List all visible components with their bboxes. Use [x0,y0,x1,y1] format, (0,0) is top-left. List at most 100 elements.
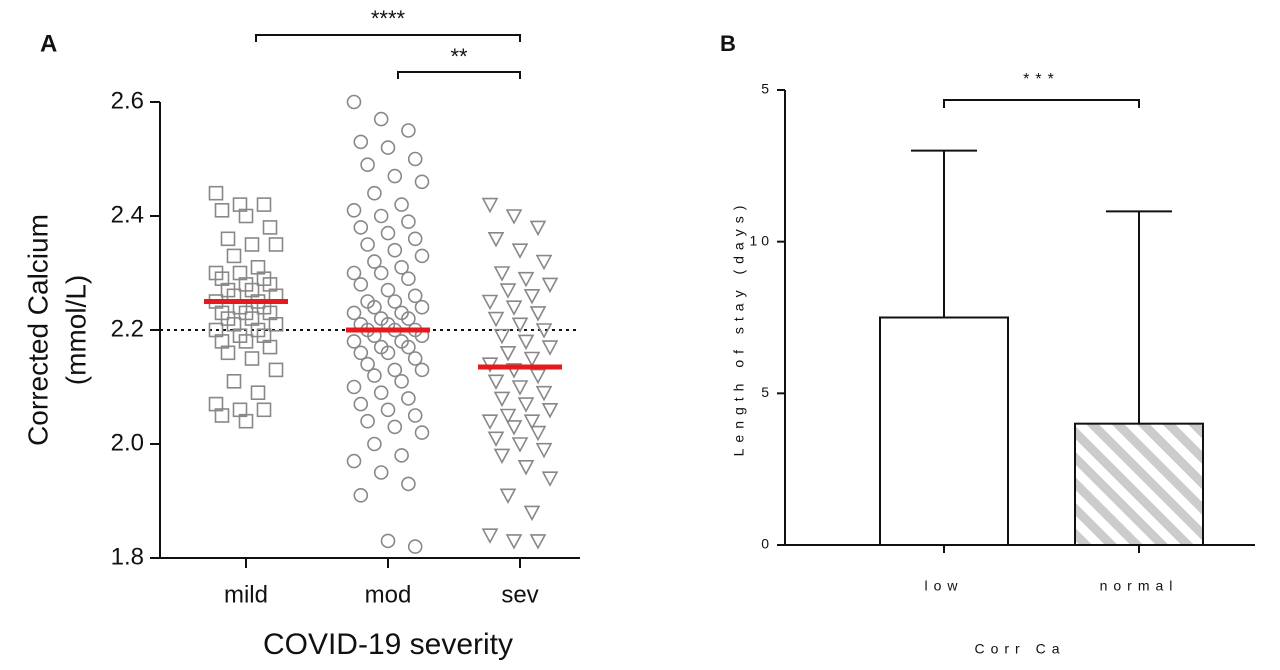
point [499,346,517,362]
point [529,368,547,385]
point [401,123,416,138]
y-tick-label: 1 0 [750,232,770,248]
point [346,203,362,218]
point [517,397,535,413]
point [268,237,284,252]
point [367,436,382,452]
point [511,437,529,453]
point [523,414,541,430]
point [360,157,375,172]
point [360,356,375,372]
point [360,237,375,252]
point [367,185,382,201]
x-tick-label: normal [1100,578,1179,594]
point [353,396,369,412]
point [220,231,236,247]
point [387,294,403,309]
significance-bracket [943,99,1140,108]
point [346,334,362,349]
point [262,220,278,235]
point [353,487,369,503]
point [414,299,430,315]
point [523,289,541,305]
significance-label: **** [371,6,406,31]
point [387,242,403,258]
point [481,197,499,214]
point [367,368,382,383]
point [481,414,499,430]
point [407,151,423,167]
point [394,259,409,275]
point [367,254,382,269]
point [373,111,389,127]
point [523,505,541,522]
point [353,277,369,292]
point [407,539,423,554]
point [373,265,389,281]
point [353,345,369,361]
point [535,442,553,459]
point [401,391,416,406]
x-tick-label: mod [365,581,412,608]
point [407,231,423,247]
significance-bracket [397,71,521,79]
point [517,271,535,288]
point [346,94,362,110]
point [394,197,409,212]
point [401,476,416,492]
point [481,528,499,544]
point [541,471,559,487]
point [529,534,547,550]
point [387,362,403,378]
point [214,408,230,423]
point [407,351,423,366]
point [401,339,416,355]
point [499,408,517,425]
point [353,220,369,235]
x-tick-label: low [924,578,963,594]
y-tick-label: 2.4 [111,201,144,228]
y-axis-label: Corrected Calcium [22,214,53,446]
point [541,277,559,294]
panel-label: A [40,30,57,57]
y-tick-label: 5 [761,81,769,97]
y-tick-label: 1.8 [111,543,144,570]
point [346,453,362,469]
point [529,425,547,442]
point [373,208,389,224]
point [244,351,260,366]
point [346,379,362,395]
point [535,323,553,339]
point [481,294,499,311]
point [407,288,423,304]
significance-label: ** [450,44,468,69]
point [523,351,541,368]
y-axis-label: Length of stay (days) [731,200,747,457]
point [529,306,547,322]
point [487,311,505,328]
point [511,317,529,333]
point [373,385,389,401]
point [238,208,254,224]
point [244,237,260,252]
point [250,385,266,401]
point [380,140,396,155]
point [499,488,517,504]
point [487,374,505,390]
y-tick-label: 2.0 [111,429,144,456]
y-tick-label: 0 [761,536,769,552]
point [353,134,369,150]
point [238,413,254,429]
point [511,243,529,259]
point [226,373,242,389]
point [487,232,505,248]
point [256,197,272,212]
point [394,448,409,463]
y-tick-label: 2.2 [111,315,144,342]
point [414,362,430,378]
point [346,265,362,281]
point [535,254,553,271]
x-axis-label: Corr Ca [974,641,1065,657]
point [505,534,523,550]
point [214,203,230,218]
